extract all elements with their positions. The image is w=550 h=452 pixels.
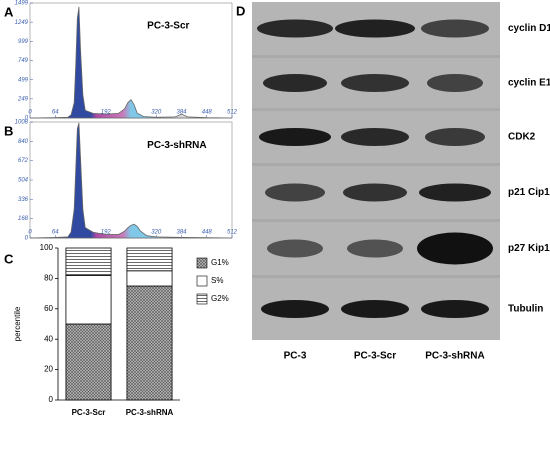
legend-swatch (196, 275, 208, 287)
bar-segment (126, 285, 173, 401)
blot-band (427, 74, 483, 92)
x-tick-label: 448 (202, 230, 213, 236)
blot-band (419, 183, 491, 202)
blot-band (341, 128, 409, 146)
x-tick-label: PC-3-Scr (72, 408, 106, 417)
blot-band (421, 19, 489, 38)
western-blot (252, 2, 500, 340)
bar-segment (65, 323, 112, 401)
row-label: Tubulin (508, 304, 543, 315)
blot-band (257, 19, 333, 38)
column-label: PC-3 (284, 351, 307, 362)
row-label: p21 Cip1 (508, 187, 550, 198)
blot-band (343, 183, 407, 202)
x-tick-label: 320 (151, 230, 162, 236)
panel-label: A (4, 4, 14, 19)
y-tick-label: 249 (17, 96, 29, 102)
blot-band (425, 128, 485, 146)
sample-label: PC-3-shRNA (147, 140, 206, 151)
plot-frame (29, 121, 233, 239)
panel-label: D (236, 3, 245, 18)
y-tick-label: 20 (44, 365, 53, 374)
y-tick-label: 1008 (15, 120, 29, 126)
y-tick-label: 1499 (15, 1, 29, 7)
x-tick-label: 64 (52, 110, 59, 116)
x-tick-label: PC-3-shRNA (126, 408, 174, 417)
column-label: PC-3-shRNA (425, 351, 484, 362)
bar-segment (65, 274, 112, 325)
row-label: CDK2 (508, 132, 536, 143)
y-axis-label: percentile (13, 306, 22, 341)
y-tick-label: 100 (40, 243, 54, 252)
blot-band (421, 300, 489, 318)
x-tick-label: 384 (176, 230, 187, 236)
y-tick-label: 60 (44, 304, 53, 313)
y-tick-label: 999 (18, 39, 29, 45)
blot-band (341, 74, 409, 92)
row-label: cyclin D1 (508, 23, 550, 34)
x-tick-label: 512 (227, 110, 238, 116)
y-tick-label: 0 (25, 236, 29, 242)
x-tick-label: 64 (52, 230, 59, 236)
blot-band (341, 300, 409, 318)
legend-label: G2% (211, 294, 229, 303)
blot-band (347, 239, 403, 258)
x-tick-label: 0 (28, 230, 32, 236)
panel-label: B (4, 123, 13, 138)
blot-band (263, 74, 327, 92)
y-tick-label: 504 (18, 178, 29, 184)
blot-band (259, 128, 331, 146)
y-tick-label: 499 (18, 77, 29, 83)
bar-segment (126, 270, 173, 287)
plot-frame (29, 2, 233, 119)
x-tick-label: 512 (227, 230, 238, 236)
column-label: PC-3-Scr (354, 351, 396, 362)
blot-band (417, 232, 493, 265)
y-tick-label: 672 (18, 158, 29, 164)
x-tick-label: 192 (101, 110, 112, 116)
bar-segment (65, 247, 112, 276)
x-tick-label: 192 (101, 230, 112, 236)
y-tick-label: 0 (25, 116, 29, 122)
x-tick-label: 0 (28, 110, 32, 116)
x-tick-label: 448 (202, 110, 213, 116)
legend-swatch (196, 293, 208, 305)
blot-band (267, 239, 323, 258)
sample-label: PC-3-Scr (147, 21, 189, 32)
legend-label: G1% (211, 258, 229, 267)
y-tick-label: 40 (44, 334, 53, 343)
y-tick-label: 1249 (15, 20, 29, 26)
histogram-area (29, 6, 233, 119)
bar-segment (126, 247, 173, 272)
y-tick-label: 336 (18, 197, 29, 203)
row-label: cyclin E1 (508, 78, 550, 89)
panel-label: C (4, 251, 14, 266)
blot-band (335, 19, 415, 38)
row-label: p27 Kip1 (508, 243, 550, 254)
legend-swatch (196, 257, 208, 269)
histogram-area (29, 122, 233, 239)
y-tick-label: 749 (18, 58, 29, 64)
y-tick-label: 0 (49, 395, 54, 404)
y-tick-label: 80 (44, 274, 53, 283)
y-tick-label: 840 (18, 139, 29, 145)
x-tick-label: 320 (151, 110, 162, 116)
x-tick-label: 384 (176, 110, 187, 116)
blot-band (261, 300, 329, 318)
y-tick-label: 168 (18, 216, 29, 222)
legend-label: S% (211, 276, 223, 285)
blot-band (265, 183, 325, 202)
